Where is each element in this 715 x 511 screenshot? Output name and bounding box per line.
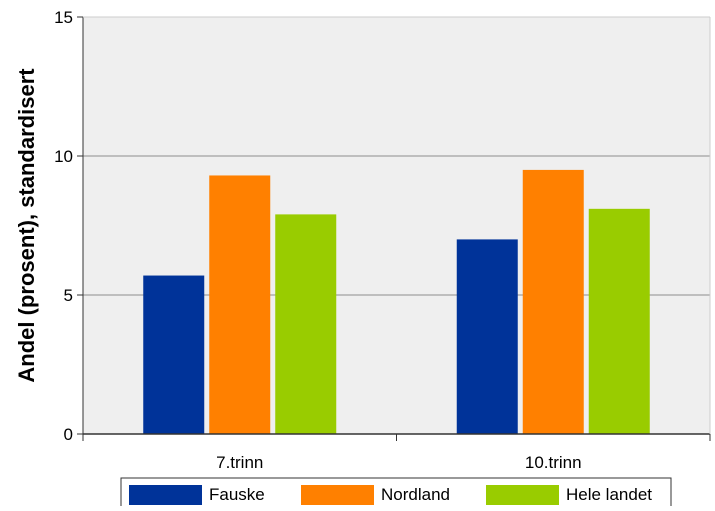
legend-swatch	[301, 485, 374, 505]
legend: Fauske Nordland Hele landet	[120, 477, 672, 511]
x-tick-label: 7.trinn	[216, 453, 263, 472]
bar-hele-landet-0	[275, 214, 337, 434]
legend-swatch	[486, 485, 559, 505]
bar-hele-landet-1	[588, 208, 650, 434]
legend-label: Fauske	[209, 485, 265, 504]
y-axis-label: Andel (prosent), standardisert	[14, 68, 39, 383]
bar-nordland-0	[209, 175, 271, 434]
y-tick-label: 5	[64, 286, 73, 305]
y-tick-label: 10	[54, 147, 73, 166]
x-tick-label: 10.trinn	[525, 453, 582, 472]
legend-swatch	[129, 485, 202, 505]
legend-label: Nordland	[381, 485, 450, 504]
y-tick-label: 15	[54, 8, 73, 27]
bar-fauske-0	[143, 275, 205, 434]
bars	[143, 169, 650, 434]
legend-label: Hele landet	[566, 485, 652, 504]
bar-nordland-1	[522, 169, 584, 434]
axes	[82, 16, 711, 441]
y-tick-label: 0	[64, 425, 73, 444]
x-tick-labels: 7.trinn 10.trinn	[216, 453, 581, 472]
y-tick-labels: 0 5 10 15	[54, 8, 83, 444]
bar-fauske-1	[456, 239, 518, 434]
